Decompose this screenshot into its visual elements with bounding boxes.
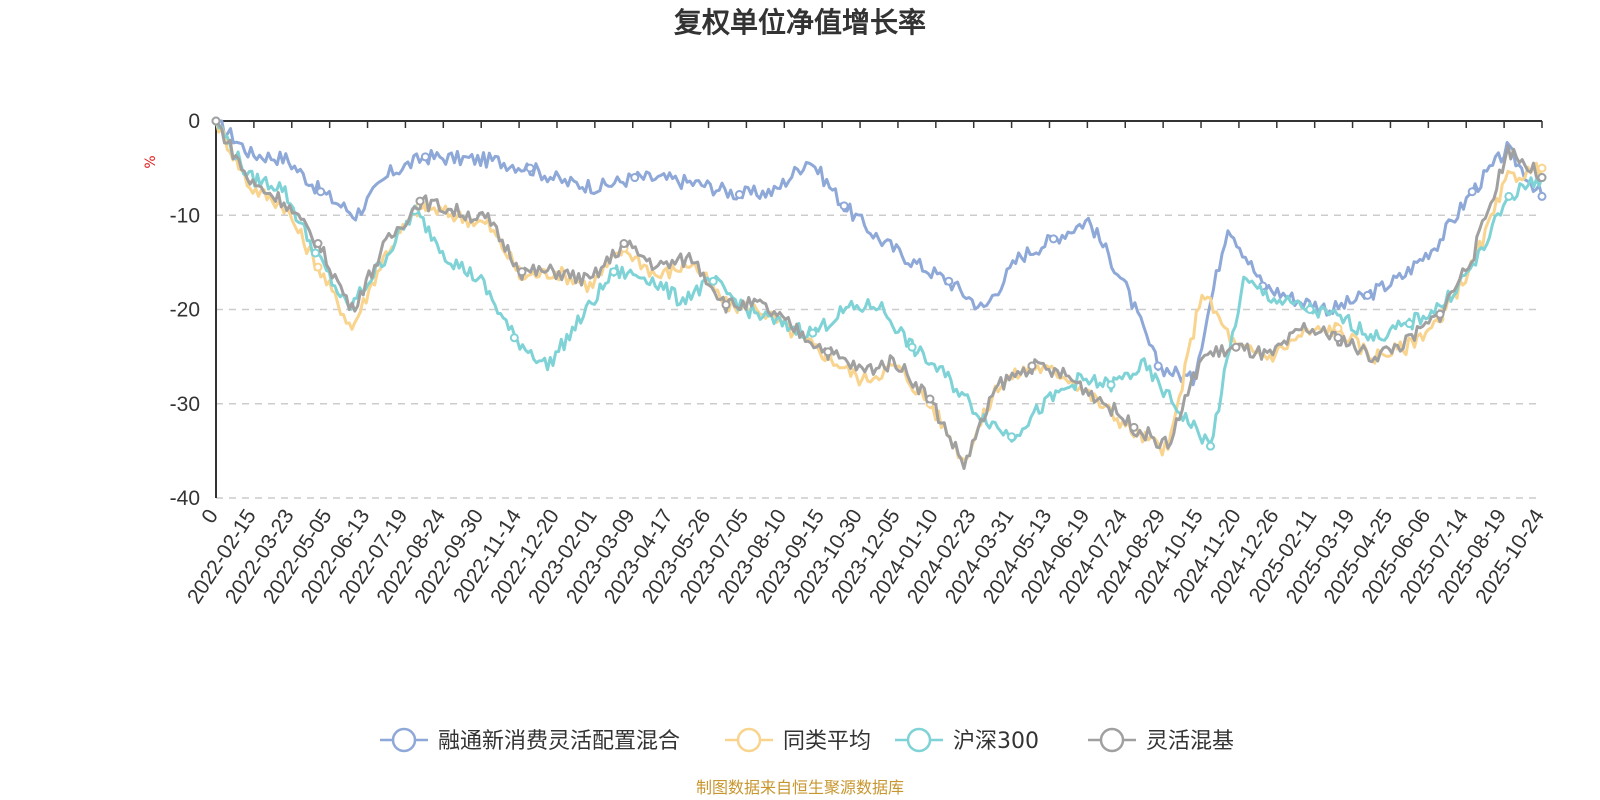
series-marker-2 (1305, 305, 1315, 314)
series-marker-1 (1333, 323, 1343, 333)
series-marker-2 (907, 342, 917, 352)
legend-swatch-circle (1099, 727, 1125, 753)
y-tick-label: -30 (170, 393, 200, 416)
series-marker-1 (1537, 163, 1547, 173)
series-marker-3 (415, 196, 425, 206)
series-lines (211, 116, 1547, 470)
series-marker-0 (839, 201, 849, 211)
series-marker-2 (1404, 319, 1414, 329)
legend-item-2[interactable]: 沪深300 (895, 727, 1039, 754)
series-line-2 (214, 120, 1544, 446)
series-line-1 (214, 120, 1544, 461)
legend-item-0[interactable]: 融通新消费灵活配置混合 (380, 727, 680, 754)
series-marker-2 (1206, 441, 1215, 451)
legend-item-3[interactable]: 灵活混基 (1088, 727, 1234, 754)
series-marker-3 (721, 300, 731, 310)
series-marker-0 (944, 276, 954, 286)
y-tick-label: -20 (170, 299, 200, 322)
x-tick-label: 0 (197, 505, 223, 527)
series-marker-0 (1153, 361, 1163, 371)
legend-item-1[interactable]: 同类平均 (725, 727, 871, 754)
legend-label: 沪深300 (953, 729, 1039, 754)
chart-title: 复权单位净值增长率 (674, 6, 926, 39)
series-marker-2 (509, 333, 519, 343)
series-marker-3 (1231, 342, 1241, 352)
series-marker-2 (1007, 432, 1017, 442)
series-marker-3 (517, 267, 527, 277)
series-line-0 (216, 119, 1544, 387)
y-axis-unit-label: % (143, 155, 159, 168)
series-marker-3 (1537, 173, 1547, 183)
legend-label: 灵活混基 (1146, 729, 1234, 754)
legend-swatch-circle (736, 727, 762, 753)
series-marker-0 (734, 190, 744, 200)
y-tick-label: 0 (188, 110, 200, 133)
legend[interactable]: 融通新消费灵活配置混合 同类平均 沪深300 灵活混基 (380, 727, 1234, 754)
y-tick-label: -40 (170, 487, 200, 510)
legend-label: 融通新消费灵活配置混合 (438, 729, 680, 754)
series-marker-2 (708, 276, 718, 286)
series-marker-3 (619, 239, 629, 249)
series-marker-0 (525, 163, 535, 173)
series-marker-0 (630, 173, 640, 183)
series-line-3 (214, 120, 1544, 470)
series-marker-0 (1467, 187, 1477, 197)
gridlines (216, 214, 1542, 499)
series-marker-0 (1363, 290, 1373, 300)
series-marker-3 (313, 239, 323, 249)
series-marker-0 (1537, 191, 1547, 201)
series-marker-3 (1333, 333, 1343, 343)
series-marker-2 (310, 248, 320, 258)
series-marker-0 (316, 187, 326, 197)
series-marker-3 (1027, 361, 1037, 371)
series-marker-2 (609, 267, 619, 277)
series-marker-3 (823, 347, 833, 357)
series-marker-3 (1435, 309, 1445, 319)
series-marker-2 (1106, 380, 1116, 390)
series-marker-3 (211, 116, 221, 126)
y-tick-label: -10 (170, 204, 200, 227)
series-marker-1 (313, 262, 323, 272)
series-marker-3 (925, 394, 935, 404)
legend-swatch-circle (391, 727, 417, 753)
legend-label: 同类平均 (783, 729, 871, 754)
legend-swatch-circle (906, 727, 932, 753)
series-marker-0 (420, 152, 430, 162)
series-marker-0 (1048, 234, 1058, 244)
series-marker-3 (1129, 422, 1139, 432)
series-marker-2 (808, 328, 818, 338)
data-source-note: 制图数据来自恒生聚源数据库 (696, 778, 904, 797)
series-marker-2 (1504, 191, 1514, 201)
